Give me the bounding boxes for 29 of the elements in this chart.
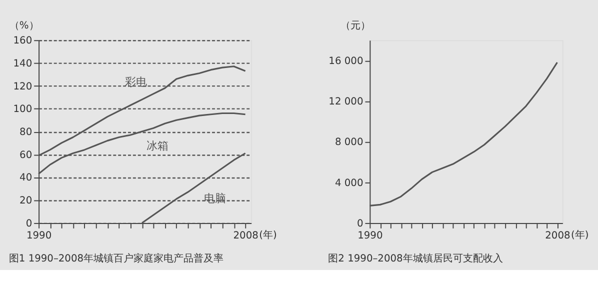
x-axis-title: (年) xyxy=(259,228,277,241)
text: 图2 1990–2008年城镇居民可支配收入 xyxy=(328,252,503,265)
x-tick-label: 1990 xyxy=(358,230,383,242)
text: 图1 1990–2008年城镇百户家庭家电产品普及率 xyxy=(8,252,224,265)
x-tick-label: 2008 xyxy=(233,230,258,242)
y-tick-label: 8 000 xyxy=(334,137,364,148)
y-tick-label: 120 xyxy=(13,81,32,92)
y-axis-title: （元） xyxy=(340,20,371,32)
series-label: 冰箱 xyxy=(146,139,169,152)
line-series xyxy=(38,112,246,175)
x-tick-label: 2008 xyxy=(545,230,570,242)
y-tick-label: 4 000 xyxy=(334,178,364,189)
y-axis-title: （%） xyxy=(9,20,39,32)
y-tick-label: 16 000 xyxy=(328,56,364,67)
x-axis-title: (年) xyxy=(571,228,589,241)
series-label: 电脑 xyxy=(204,192,226,205)
y-tick-label: 60 xyxy=(20,150,32,161)
y-tick-label: 140 xyxy=(13,58,32,70)
y-tick-label: 20 xyxy=(20,196,32,207)
line-series xyxy=(368,62,558,206)
series-label: 彩电 xyxy=(125,76,148,89)
y-tick-label: 100 xyxy=(13,104,32,116)
y-tick-label: 80 xyxy=(20,127,32,138)
y-tick-label: 0 xyxy=(26,218,32,230)
y-tick-label: 160 xyxy=(13,36,32,47)
y-tick-label: 12 000 xyxy=(328,96,364,108)
y-tick-label: 40 xyxy=(20,172,32,184)
x-tick-label: 1990 xyxy=(26,230,52,242)
y-tick-label: 0 xyxy=(356,218,364,230)
